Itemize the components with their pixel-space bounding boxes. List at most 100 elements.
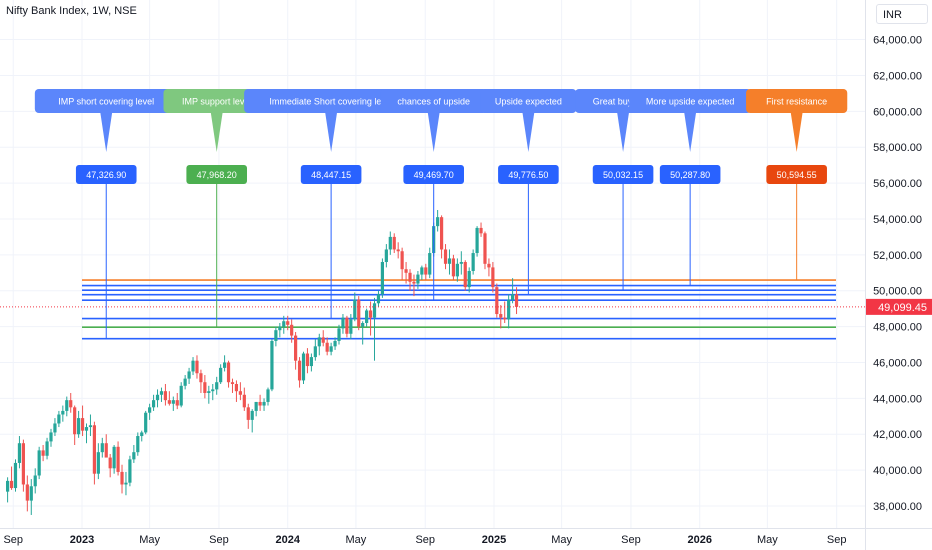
candle-body	[33, 475, 37, 487]
candle-body	[451, 258, 456, 277]
candle-body	[357, 299, 361, 327]
candle-body	[57, 414, 61, 424]
callout-pointer	[617, 112, 630, 152]
candle-body	[459, 262, 463, 264]
callout-pointer	[325, 112, 338, 152]
callout: Upside expected 49,776.50	[480, 89, 577, 295]
callout-price: 49,469.70	[414, 170, 454, 180]
candle-body	[463, 262, 467, 288]
candle-body	[282, 321, 286, 327]
chart-title: Nifty Bank Index, 1W, NSE	[6, 5, 137, 17]
candle-body	[388, 236, 392, 250]
candle-body	[372, 303, 377, 318]
candle-body	[13, 462, 18, 489]
candle-body	[416, 274, 420, 284]
callout-label: Upside expected	[495, 97, 562, 107]
y-tick-label: 56,000.00	[873, 178, 922, 190]
callout-price-badge	[300, 165, 362, 184]
callout-price-badge	[766, 165, 827, 184]
callout-pointer	[210, 112, 223, 152]
candle-body	[17, 443, 22, 463]
x-tick-label: May	[139, 534, 160, 546]
candle-body	[270, 340, 274, 390]
callout-pointer	[790, 112, 803, 152]
callout-price: 50,594.55	[777, 170, 817, 180]
x-tick-label: May	[757, 534, 778, 546]
candle-body	[140, 432, 144, 437]
candle-body	[376, 294, 381, 304]
candle-body	[368, 310, 373, 318]
candle-body	[491, 267, 495, 288]
candle-body	[207, 391, 211, 393]
callout-bubble	[480, 89, 577, 113]
candle-body	[317, 337, 321, 347]
candle-body	[45, 441, 49, 456]
y-tick-label: 58,000.00	[873, 142, 922, 154]
callout: IMP support level 47,968.20	[163, 89, 270, 328]
callout-price: 48,447.15	[311, 170, 351, 180]
candle-body	[380, 262, 385, 295]
candle-body	[179, 385, 183, 406]
callout-label: First resistance	[766, 97, 827, 107]
candle-body	[487, 263, 491, 268]
candle-body	[309, 357, 313, 367]
candle-body	[305, 353, 310, 367]
candle-body	[171, 400, 175, 404]
candle-body	[104, 443, 108, 458]
candle-body	[116, 446, 120, 472]
candle-body	[175, 400, 179, 406]
candle-body	[92, 425, 96, 474]
candle-body	[424, 267, 428, 275]
candle-body	[286, 321, 290, 325]
level-lines	[82, 279, 836, 340]
candle-body	[53, 423, 57, 433]
callout-label: chances of upside	[397, 97, 470, 107]
y-tick-label: 62,000.00	[873, 70, 922, 82]
candles	[6, 209, 519, 515]
callout-pointer	[684, 112, 697, 152]
callout-bubble	[163, 89, 270, 113]
candle-body	[112, 446, 116, 469]
candle-body	[258, 401, 262, 406]
callout-label: Great buy level	[593, 97, 654, 107]
candle-body	[108, 457, 112, 469]
candle-body	[96, 452, 100, 474]
candle-body	[349, 319, 353, 334]
y-tick-label: 64,000.00	[873, 35, 922, 47]
x-tick-label: 2024	[275, 534, 300, 546]
candle-body	[148, 407, 152, 413]
x-tick-label: 2026	[687, 534, 711, 546]
candle-body	[211, 389, 215, 392]
candle-body	[294, 335, 298, 361]
candle-body	[274, 330, 278, 341]
candle-body	[100, 443, 104, 453]
x-tick-label: May	[346, 534, 367, 546]
x-tick-label: Sep	[827, 534, 847, 546]
currency-selector[interactable]: INR	[876, 4, 928, 24]
y-tick-label: 42,000.00	[873, 429, 922, 441]
candle-body	[226, 362, 231, 383]
candle-body	[495, 287, 499, 315]
callout-price-badge	[75, 165, 137, 184]
candle-body	[341, 317, 345, 329]
candle-body	[144, 412, 148, 433]
candle-body	[439, 217, 444, 250]
y-tick-label: 44,000.00	[873, 393, 922, 405]
callout-pointer	[427, 112, 440, 152]
candle-body	[412, 281, 416, 284]
x-tick-label: Sep	[3, 534, 23, 546]
candle-body	[447, 258, 452, 264]
candle-body	[514, 294, 519, 307]
candle-body	[408, 272, 412, 282]
callout-pointer	[100, 112, 113, 152]
candle-body	[215, 382, 219, 390]
candle-body	[510, 294, 515, 300]
candle-body	[187, 371, 191, 379]
callout: First resistance 50,594.55	[746, 89, 848, 281]
candle-body	[84, 427, 89, 431]
candle-body	[151, 400, 156, 408]
candle-body	[333, 340, 337, 347]
y-tick-label: 54,000.00	[873, 214, 922, 226]
candle-body	[199, 373, 203, 383]
